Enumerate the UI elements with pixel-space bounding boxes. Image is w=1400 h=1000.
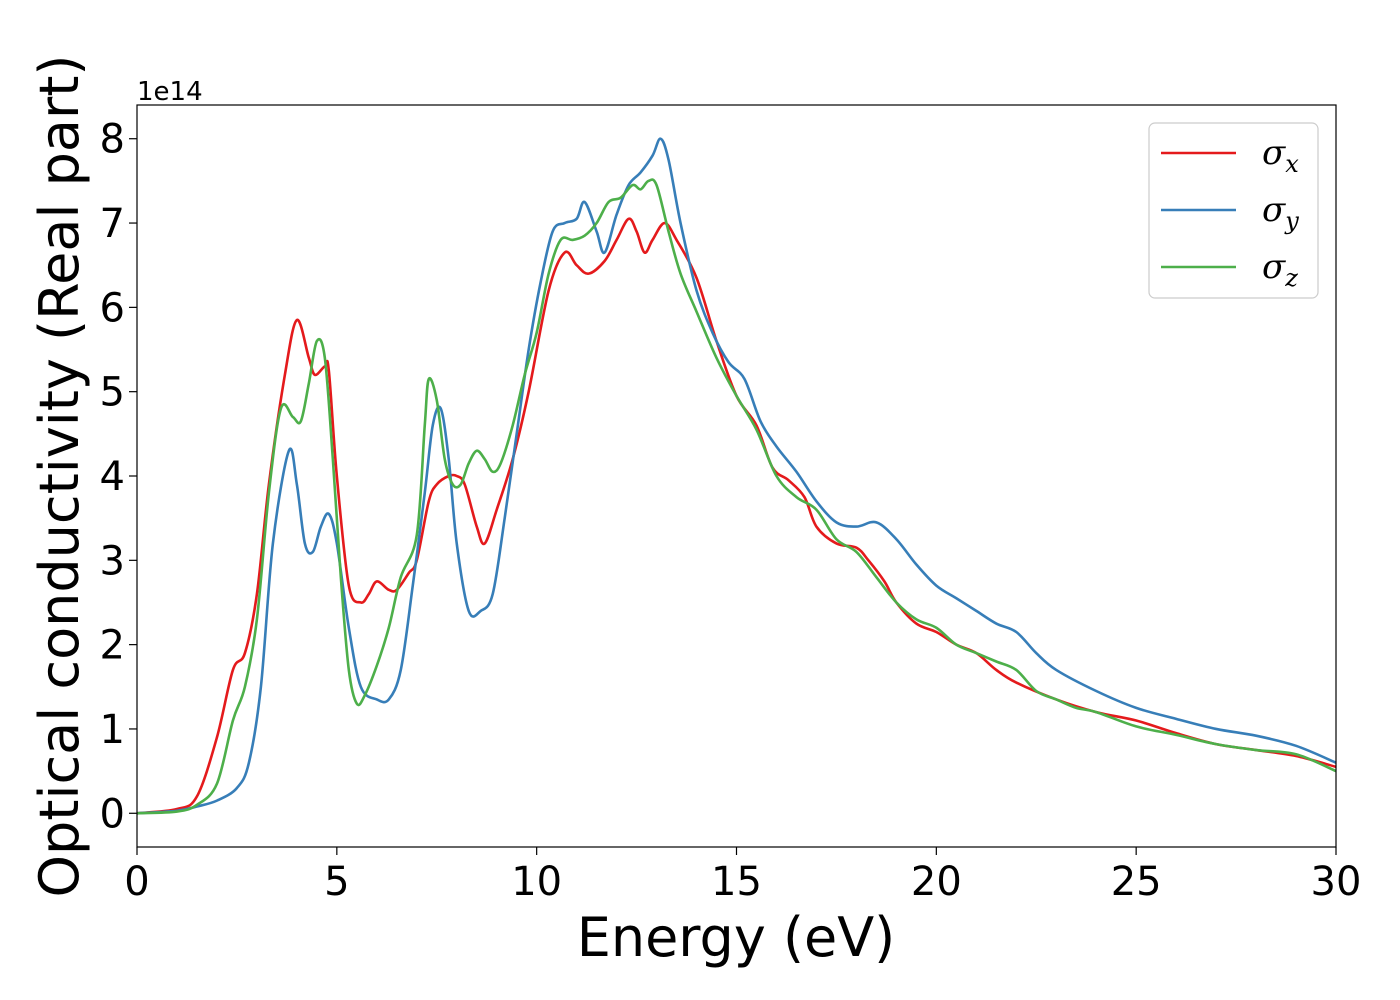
x-tick-label: 10 bbox=[511, 859, 562, 905]
y-tick-label: 4 bbox=[100, 454, 125, 500]
y-axis-ticks: 0 1 2 3 4 5 6 7 8 bbox=[100, 117, 137, 837]
y-tick-label: 0 bbox=[100, 791, 125, 837]
series-line-y bbox=[137, 137, 1336, 815]
y-tick-label: 1 bbox=[100, 707, 125, 753]
y-tick-label: 8 bbox=[100, 117, 125, 163]
legend: σx σy σz bbox=[1148, 122, 1319, 299]
y-tick-label: 5 bbox=[100, 370, 125, 416]
legend-label-z: σz bbox=[1262, 247, 1298, 292]
legend-label-y: σy bbox=[1262, 190, 1299, 235]
series-layer bbox=[137, 137, 1336, 815]
x-tick-label: 0 bbox=[124, 859, 149, 905]
x-tick-label: 25 bbox=[1111, 859, 1162, 905]
legend-label-x: σx bbox=[1262, 133, 1299, 178]
series-line-x bbox=[137, 217, 1336, 815]
x-tick-label: 15 bbox=[711, 859, 762, 905]
x-tick-label: 30 bbox=[1311, 859, 1362, 905]
y-tick-label: 2 bbox=[100, 623, 125, 669]
series-line-z bbox=[137, 178, 1336, 815]
y-tick-label: 3 bbox=[100, 538, 125, 584]
y-tick-label: 7 bbox=[100, 201, 125, 247]
y-axis-label: Optical conductivity (Real part) bbox=[28, 55, 91, 898]
x-axis-ticks: 0 5 10 15 20 25 30 bbox=[124, 847, 1361, 905]
x-tick-label: 20 bbox=[911, 859, 962, 905]
x-axis-label: Energy (eV) bbox=[577, 906, 896, 969]
y-tick-label: 6 bbox=[100, 285, 125, 331]
y-offset-label: 1e14 bbox=[137, 77, 203, 107]
x-tick-label: 5 bbox=[324, 859, 349, 905]
